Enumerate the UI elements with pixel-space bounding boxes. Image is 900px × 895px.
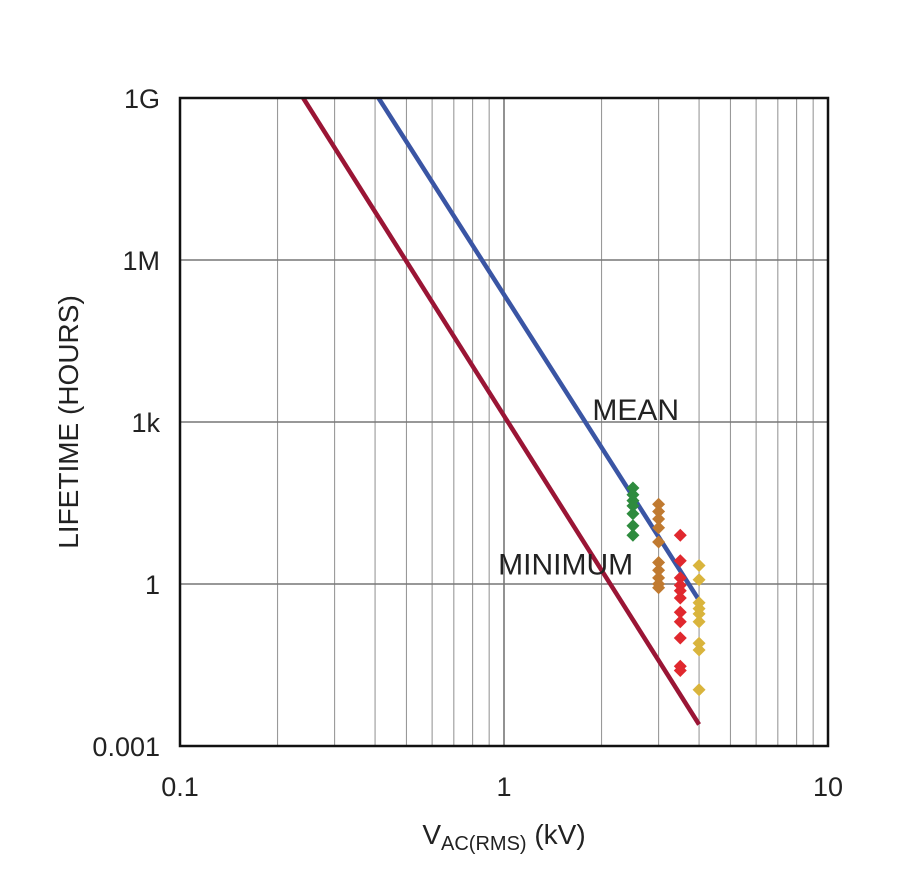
x-tick-label: 1 xyxy=(496,772,511,802)
y-tick-label: 1G xyxy=(124,84,160,114)
scatter-point xyxy=(673,584,687,598)
y-tick-label: 1k xyxy=(131,408,160,438)
scatter-point xyxy=(652,581,666,595)
scatter-point xyxy=(692,636,706,650)
scatter-point xyxy=(692,683,706,697)
scatter-point xyxy=(673,664,687,678)
annotation-mean: MEAN xyxy=(592,394,679,427)
scatter-point xyxy=(626,499,640,513)
scatter-point xyxy=(626,519,640,533)
grid xyxy=(180,98,828,746)
scatter-point xyxy=(652,535,666,549)
annotations: MEAN MINIMUM xyxy=(498,394,679,582)
scatter-point xyxy=(652,497,666,511)
series-line-minimum xyxy=(301,96,701,726)
x-axis-title-unit: (kV) xyxy=(527,819,586,850)
series-line-mean xyxy=(376,96,701,602)
scatter-point xyxy=(652,556,666,570)
scatter-point xyxy=(652,512,666,526)
scatter-point xyxy=(673,631,687,645)
y-axis-title: LIFETIME (HOURS) xyxy=(53,295,84,549)
y-tick-label: 1M xyxy=(122,246,160,276)
scatter-point xyxy=(692,643,706,657)
x-tick-label: 0.1 xyxy=(161,772,199,802)
y-tick-label: 0.001 xyxy=(92,732,160,762)
scatter-point xyxy=(673,528,687,542)
scatter-point xyxy=(673,605,687,619)
scatter-point xyxy=(652,505,666,519)
scatter-point xyxy=(673,591,687,605)
scatter-point xyxy=(626,507,640,521)
x-tick-label: 10 xyxy=(813,772,843,802)
scatter-point xyxy=(673,554,687,568)
scatter-points xyxy=(626,481,706,697)
scatter-point xyxy=(626,481,640,495)
x-tick-labels: 0.1 1 10 xyxy=(161,772,843,802)
series-lines xyxy=(301,96,701,726)
plot-frame xyxy=(178,96,830,748)
scatter-point xyxy=(652,563,666,577)
y-tick-label: 1 xyxy=(145,570,160,600)
scatter-point xyxy=(692,607,706,621)
scatter-point xyxy=(692,615,706,629)
x-axis-title-sub: AC(RMS) xyxy=(441,833,527,855)
annotation-minimum: MINIMUM xyxy=(498,548,633,581)
y-tick-labels: 0.001 1 1k 1M 1G xyxy=(92,84,160,762)
scatter-point xyxy=(673,615,687,629)
scatter-point xyxy=(652,521,666,535)
scatter-point xyxy=(692,559,706,573)
scatter-point xyxy=(692,573,706,587)
scatter-point xyxy=(626,528,640,542)
scatter-point xyxy=(673,571,687,585)
x-axis-title: VAC(RMS) (kV) xyxy=(422,819,585,855)
x-axis-title-main: V xyxy=(422,819,441,850)
